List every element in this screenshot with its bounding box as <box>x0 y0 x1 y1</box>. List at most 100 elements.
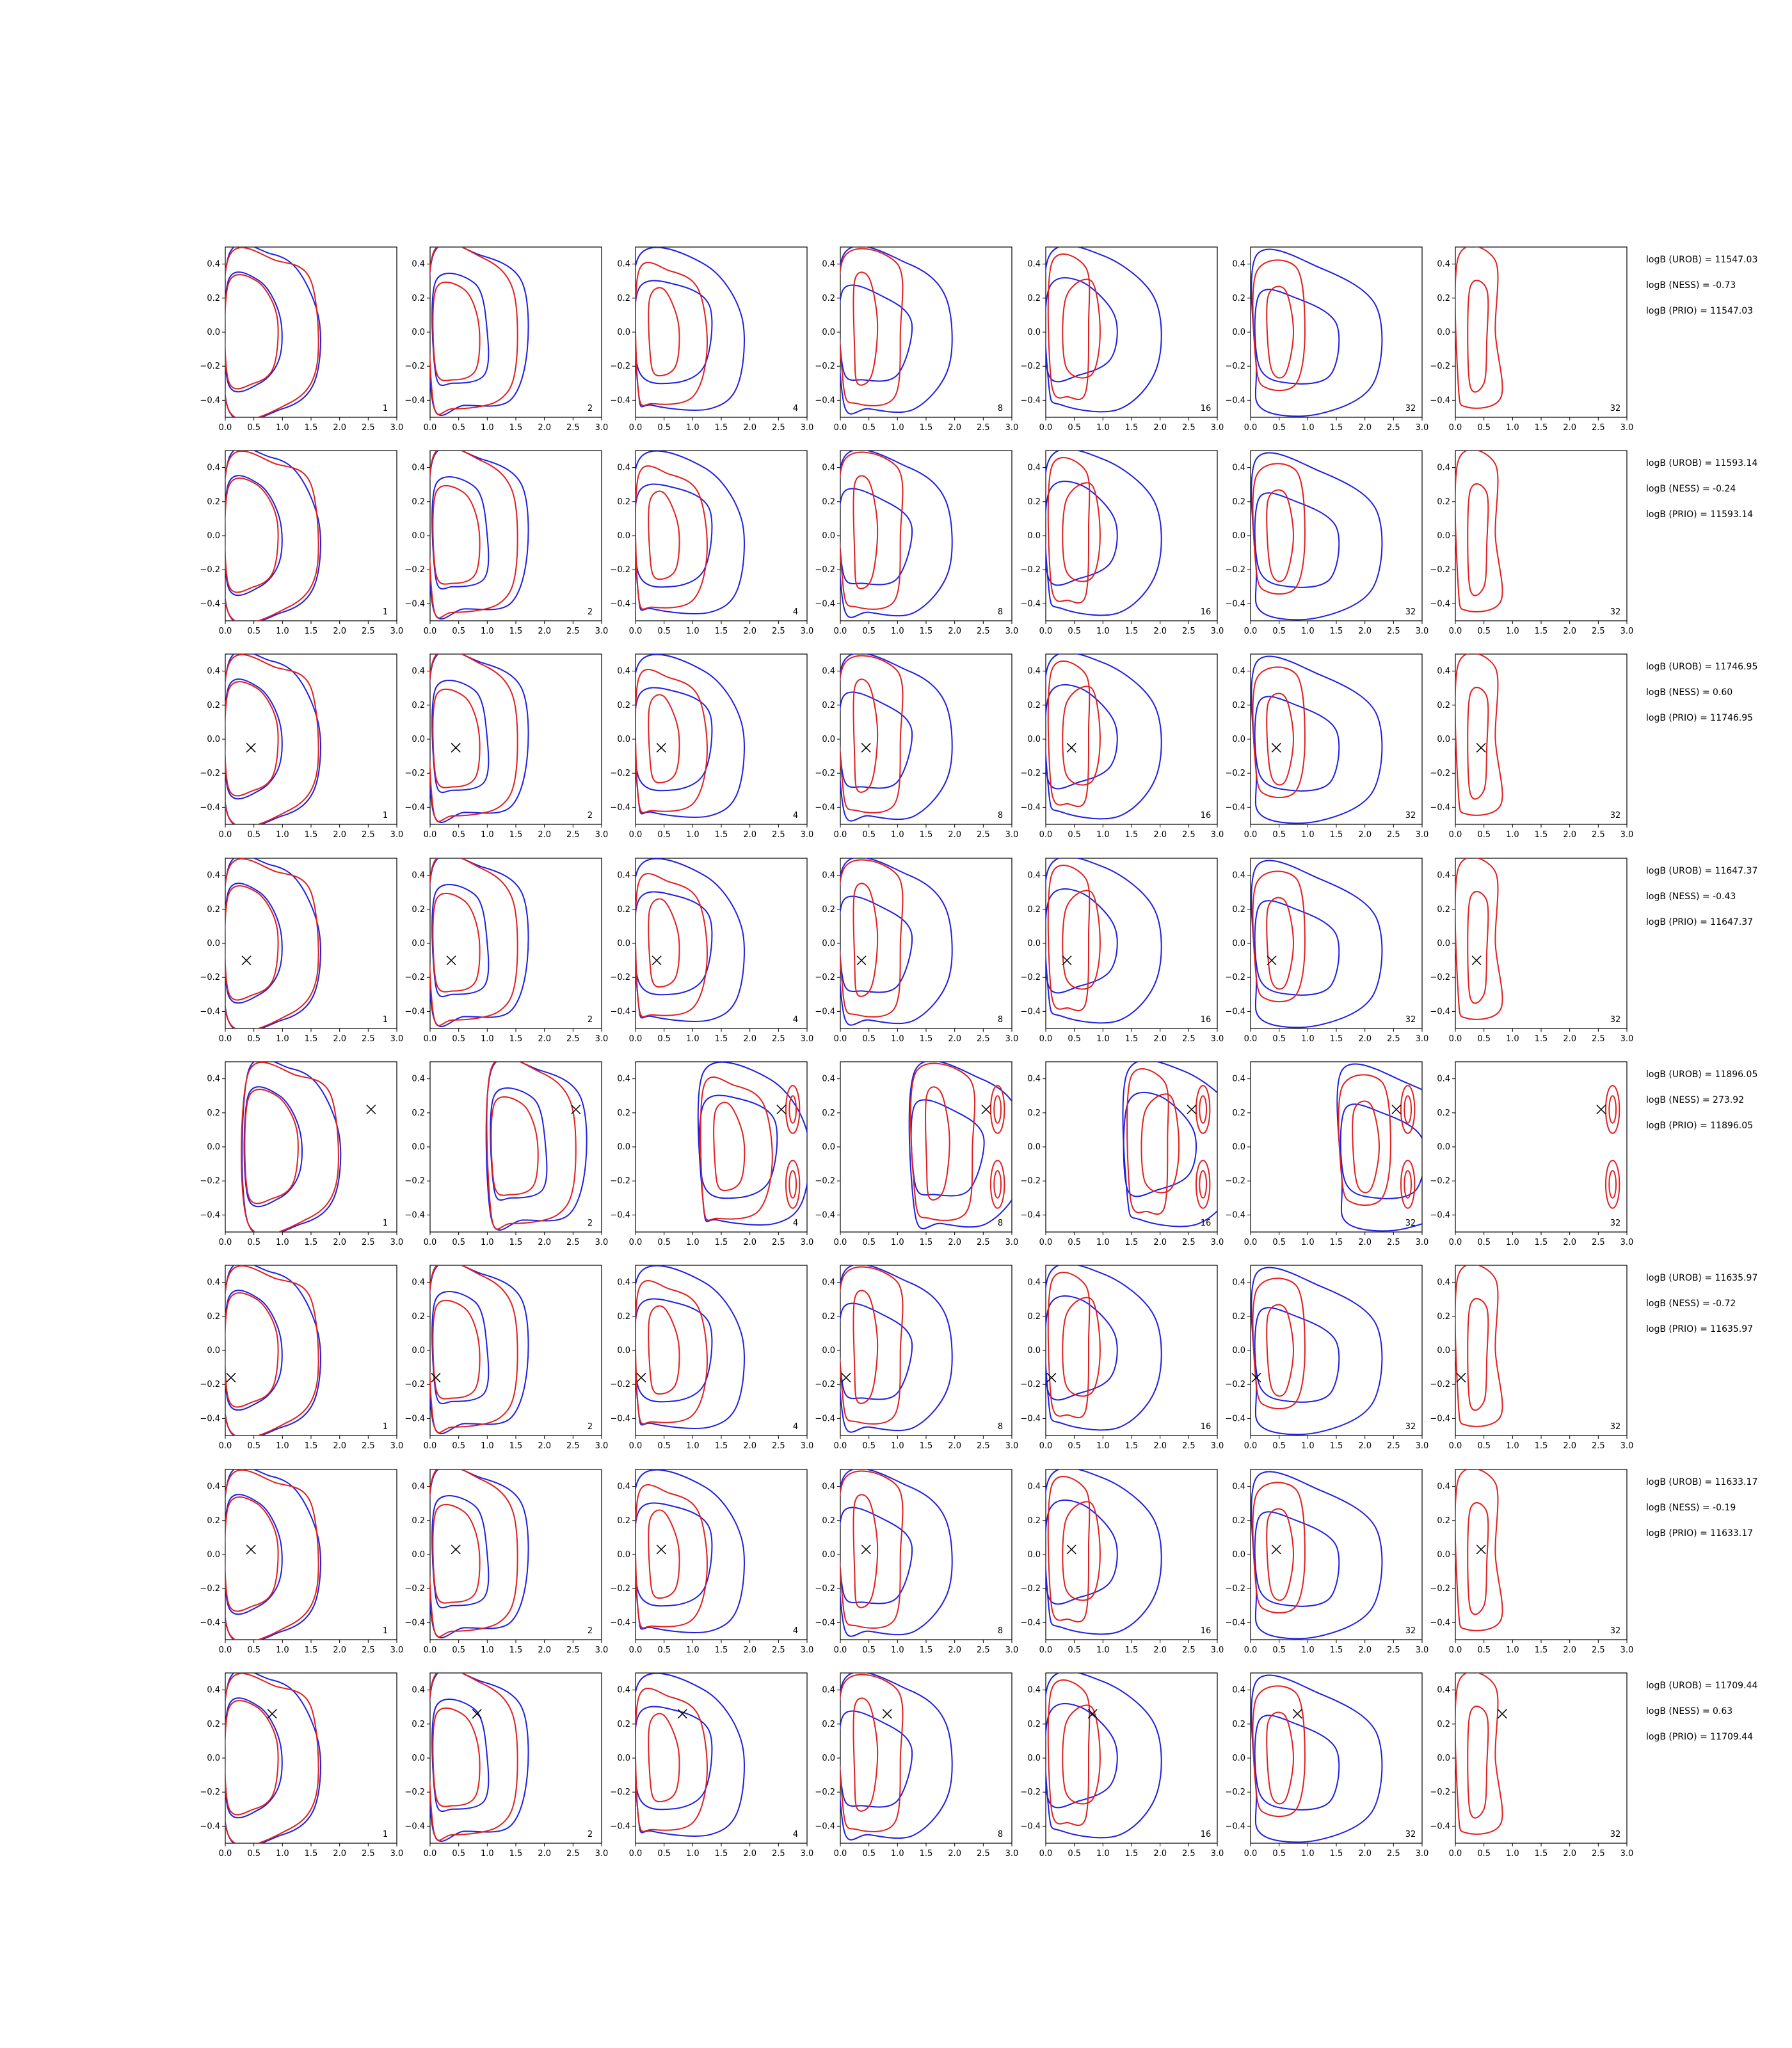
x-tick-label: 2.5 <box>772 627 785 636</box>
y-tick-label: −0.4 <box>815 1414 835 1423</box>
red-contour <box>1047 1476 1091 1623</box>
contour-group <box>1604 1085 1620 1209</box>
y-tick-label: −0.2 <box>815 1788 835 1797</box>
x-tick-label: 2.0 <box>1153 423 1167 433</box>
contour-group <box>1336 1063 1422 1232</box>
y-tick-label: 0.4 <box>1437 260 1450 269</box>
y-tick-label: −0.2 <box>404 565 425 575</box>
x-tick-label: 2.0 <box>538 1645 551 1655</box>
contour-group <box>1455 1265 1503 1427</box>
y-tick-label: 0.4 <box>207 463 220 473</box>
x-tick-label: 0.0 <box>1244 1849 1258 1859</box>
red-contour <box>636 669 708 813</box>
red-contour <box>1455 247 1503 409</box>
y-tick-label: −0.2 <box>1225 1176 1245 1186</box>
x-tick-label: 2.0 <box>1563 830 1576 840</box>
red-contour <box>1047 253 1091 401</box>
panel-number-label: 32 <box>1405 607 1416 617</box>
true-value-marker <box>1456 1373 1466 1383</box>
x-tick-label: 0.0 <box>1449 1238 1462 1247</box>
true-value-marker <box>246 742 256 753</box>
x-tick-label: 1.0 <box>686 1849 700 1859</box>
panel-r3-c1: 0.4 0.2 0.0 −0.2 −0.4 0.0 0.5 1.0 1.5 2.0 2.5 3.0 1 <box>200 653 403 840</box>
y-tick-label: 0.0 <box>822 735 835 744</box>
x-tick-label: 0.5 <box>452 1645 465 1655</box>
y-tick-label: −0.2 <box>200 769 220 778</box>
y-tick-label: −0.4 <box>610 599 630 609</box>
x-tick-label: 0.0 <box>219 1849 232 1859</box>
x-tick-label: 1.5 <box>1535 423 1548 433</box>
red-contour <box>1047 660 1091 808</box>
contour-group <box>697 1062 807 1226</box>
contour-group <box>1251 1674 1383 1843</box>
y-tick-label: 0.0 <box>1027 939 1041 948</box>
panel-r4-c5: 0.4 0.2 0.0 −0.2 −0.4 0.0 0.5 1.0 1.5 2.0 2.5 3.0 16 <box>1020 858 1224 1044</box>
x-tick-label: 0.0 <box>629 1849 643 1859</box>
red-contour <box>785 1160 801 1209</box>
x-tick-label: 0.5 <box>1477 1238 1491 1247</box>
y-tick-label: −0.4 <box>815 803 835 812</box>
y-tick-label: 0.2 <box>207 905 220 915</box>
panel-number-label: 32 <box>1405 1830 1416 1839</box>
x-tick-label: 1.0 <box>686 1645 700 1655</box>
blue-contour <box>225 1469 321 1640</box>
true-value-marker <box>571 1104 581 1115</box>
plot-frame <box>635 653 808 825</box>
red-contour <box>1400 1085 1416 1134</box>
x-tick-label: 0.0 <box>1244 627 1258 636</box>
panel-r2-c6: 0.4 0.2 0.0 −0.2 −0.4 0.0 0.5 1.0 1.5 2.0 2.5 3.0 32 <box>1225 450 1428 636</box>
y-tick-label: 0.0 <box>1437 939 1450 948</box>
x-tick-label: 2.5 <box>1182 1034 1196 1044</box>
red-contour <box>1047 457 1091 604</box>
x-tick-label: 1.5 <box>920 627 933 636</box>
contour-group <box>1455 858 1503 1020</box>
x-tick-label: 2.5 <box>1182 627 1196 636</box>
panel-r5-c1: 0.4 0.2 0.0 −0.2 −0.4 0.0 0.5 1.0 1.5 2.0 2.5 3.0 1 <box>200 1061 403 1247</box>
x-tick-label: 2.5 <box>566 1645 580 1655</box>
red-contour <box>993 1095 1002 1124</box>
x-tick-label: 2.0 <box>948 423 961 433</box>
x-tick-label: 0.0 <box>1039 627 1053 636</box>
panel-number-label: 2 <box>588 1422 593 1432</box>
contour-group <box>1251 860 1383 1028</box>
y-tick-label: 0.0 <box>617 939 630 948</box>
x-tick-label: 2.5 <box>362 423 375 433</box>
red-contour <box>1252 666 1306 799</box>
blue-contour <box>225 1673 321 1843</box>
red-contour <box>852 1494 879 1608</box>
red-contour <box>1352 1100 1380 1194</box>
y-tick-label: 0.0 <box>1027 735 1041 744</box>
panel-r3-c6: 0.4 0.2 0.0 −0.2 −0.4 0.0 0.5 1.0 1.5 2.0 2.5 3.0 32 <box>1225 653 1428 840</box>
plot-frame <box>635 450 808 621</box>
panel-number-label: 32 <box>1405 1219 1416 1228</box>
red-contour <box>1062 1297 1101 1397</box>
x-tick-label: 3.0 <box>595 1441 609 1451</box>
y-tick-label: 0.4 <box>822 1686 835 1695</box>
y-tick-label: −0.2 <box>1430 1788 1450 1797</box>
red-contour <box>1195 1160 1211 1209</box>
blue-contour <box>1046 247 1162 413</box>
panel-r7-c4: 0.4 0.2 0.0 −0.2 −0.4 0.0 0.5 1.0 1.5 2.0 2.5 3.08 <box>815 1469 1019 1655</box>
x-tick-label: 0.0 <box>629 627 643 636</box>
x-tick-label: 2.5 <box>362 1441 375 1451</box>
plot-frame <box>1455 858 1628 1029</box>
x-tick-label: 1.5 <box>1535 1238 1548 1247</box>
plot-frame <box>1045 1469 1218 1640</box>
y-tick-label: 0.4 <box>1437 871 1450 881</box>
x-tick-label: 3.0 <box>1005 1645 1019 1655</box>
blue-contour <box>840 247 953 415</box>
panel-r6-c6: 0.4 0.2 0.0 −0.2 −0.4 0.0 0.5 1.0 1.5 2.0 2.5 3.032 <box>1225 1265 1428 1451</box>
x-tick-label: 2.5 <box>977 1645 990 1655</box>
x-tick-label: 1.5 <box>305 830 318 840</box>
x-tick-label: 2.5 <box>1592 1238 1605 1247</box>
x-tick-label: 0.5 <box>1272 423 1286 433</box>
y-tick-label: 0.0 <box>412 735 425 744</box>
x-tick-label: 2.5 <box>977 830 990 840</box>
contour-group <box>1046 1265 1162 1431</box>
x-tick-label: 3.0 <box>1620 1645 1634 1655</box>
y-tick-label: 0.2 <box>207 294 220 303</box>
panel-r6-c1: 0.4 0.2 0.0 −0.2 −0.4 0.0 0.5 1.0 1.5 2.0 2.5 3.01 <box>200 1265 403 1451</box>
contour-group <box>241 1062 342 1232</box>
plot-frame <box>429 1061 602 1233</box>
x-tick-label: 1.0 <box>1096 423 1110 433</box>
